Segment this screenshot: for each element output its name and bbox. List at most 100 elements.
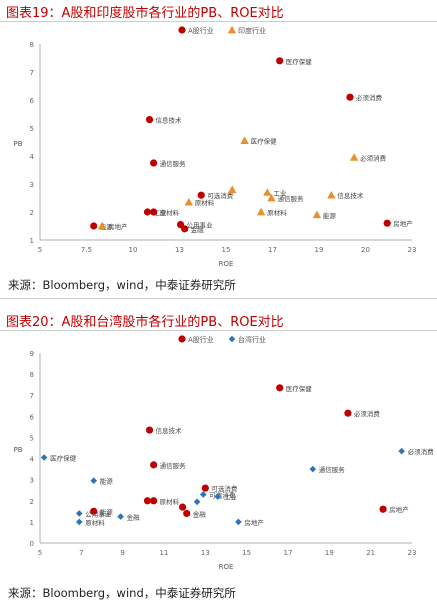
data-point [117,513,124,520]
data-point [346,93,354,101]
title-divider [0,21,437,22]
y-tick-label: 2 [30,498,34,506]
x-tick-label: 13 [201,549,210,557]
x-tick-label: 17 [284,549,293,557]
data-point [344,409,352,417]
data-label: 原材料 [267,208,287,217]
y-tick-label: 3 [30,181,34,189]
data-label: 能源 [100,507,114,516]
title-divider [0,330,437,331]
legend-marker [178,335,186,343]
x-tick-label: 17 [268,246,277,254]
data-label: 房地产 [244,518,264,527]
data-label: 通信服务 [160,461,187,470]
data-label: 房地产 [393,219,413,228]
y-tick-label: 1 [30,237,34,245]
data-point [379,505,387,513]
y-tick-label: 2 [30,209,34,217]
data-label: 医疗保健 [50,454,76,463]
data-label: 信息技术 [156,426,183,435]
data-point [214,493,222,500]
data-point [143,497,152,505]
legend-marker [227,25,237,34]
data-label: 可选消费 [211,484,238,493]
x-tick-label: 9 [120,549,124,557]
data-point [263,188,272,196]
legend-label: 印度行业 [238,26,266,35]
x-tick-label: 5 [38,549,42,557]
data-point [150,461,158,469]
data-point [240,136,249,144]
data-label: 工业 [153,208,167,217]
figure-title: 图表20：A股和台湾股市各行业的PB、ROE对比 [6,315,284,330]
data-point [40,454,48,461]
data-label: 可选消费 [209,490,236,499]
data-label: 必须消费 [360,153,387,162]
source-note: 来源：Bloomberg，wind，中泰证券研究所 [8,278,236,292]
data-point [90,222,98,230]
data-label: 房地产 [389,505,409,514]
data-point [327,191,336,199]
data-point [143,208,152,216]
x-tick-label: 19 [315,246,324,254]
data-point [145,426,154,434]
data-label: 信息技术 [337,191,364,200]
x-tick-label: 7 [79,549,83,557]
data-point [97,221,107,230]
y-tick-label: 4 [30,456,35,464]
data-point [276,57,284,65]
data-point [267,193,276,202]
data-label: 原材料 [85,518,105,527]
data-label: 通信服务 [319,465,346,474]
data-label: 原材料 [160,497,180,506]
data-label: 可选消费 [207,191,234,200]
data-point [383,219,391,227]
data-point [309,465,317,473]
data-point [201,484,209,492]
data-label: 工业 [224,493,238,502]
data-point [75,510,83,517]
data-label: 能源 [323,211,337,220]
data-point [398,447,405,455]
data-point [256,207,266,216]
legend-marker [178,26,186,34]
data-point [193,498,201,506]
data-label: 公用事业 [85,509,112,518]
data-label: 原材料 [160,208,180,217]
data-label: 信息技术 [156,116,183,125]
x-tick-label: 7.5 [81,246,92,254]
y-tick-label: 7 [30,392,34,400]
data-point [145,116,154,124]
data-label: 通信服务 [277,194,304,203]
data-point [276,384,284,392]
source-note: 来源：Bloomberg，wind，中泰证券研究所 [8,586,236,600]
data-point [184,198,193,206]
x-tick-label: 10 [129,246,138,254]
data-label: 金融 [191,225,205,234]
data-label: 能源 [100,477,114,486]
figure-title: 图表19：A股和印度股市各行业的PB、ROE对比 [6,6,284,21]
x-axis-label: ROE [219,260,234,268]
data-point [90,507,98,515]
y-tick-label: 8 [30,371,34,379]
data-point [150,497,158,505]
y-tick-label: 0 [30,540,34,548]
data-label: 工业 [273,188,287,197]
data-label: 通信服务 [160,159,187,168]
data-point [150,159,158,167]
y-tick-label: 8 [30,41,34,49]
x-tick-label: 15 [242,549,251,557]
data-label: 必须消费 [354,409,381,418]
data-label: 医疗保健 [251,137,278,146]
data-point [235,518,242,526]
data-label: 金融 [193,509,207,518]
data-point [181,225,189,233]
y-tick-label: 4 [30,153,35,161]
data-point [199,491,207,498]
x-tick-label: 20 [361,246,370,254]
x-tick-label: 15 [222,246,231,254]
y-tick-label: 9 [30,350,34,358]
data-point [228,185,237,193]
